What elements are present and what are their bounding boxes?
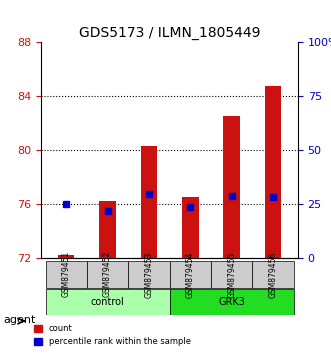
FancyBboxPatch shape (170, 261, 211, 288)
Text: GSM879451: GSM879451 (62, 251, 71, 297)
FancyBboxPatch shape (45, 261, 87, 288)
Text: GSM879454: GSM879454 (186, 251, 195, 297)
Bar (141, 146, 157, 258)
FancyBboxPatch shape (170, 289, 294, 315)
FancyBboxPatch shape (253, 261, 294, 288)
Bar (265, 86, 281, 258)
FancyBboxPatch shape (211, 261, 253, 288)
FancyBboxPatch shape (45, 289, 170, 315)
Text: GSM879456: GSM879456 (268, 251, 278, 297)
FancyBboxPatch shape (87, 261, 128, 288)
Text: control: control (91, 297, 124, 307)
Bar (99, 201, 116, 258)
Text: GSM879455: GSM879455 (227, 251, 236, 297)
Text: GRK3: GRK3 (218, 297, 245, 307)
Text: GSM879453: GSM879453 (144, 251, 154, 297)
Bar (182, 197, 199, 258)
Text: GSM879452: GSM879452 (103, 251, 112, 297)
Bar (58, 255, 74, 258)
Bar (223, 116, 240, 258)
Title: GDS5173 / ILMN_1805449: GDS5173 / ILMN_1805449 (79, 26, 260, 40)
Legend: count, percentile rank within the sample: count, percentile rank within the sample (31, 321, 194, 350)
FancyBboxPatch shape (128, 261, 170, 288)
Text: agent: agent (3, 315, 36, 325)
